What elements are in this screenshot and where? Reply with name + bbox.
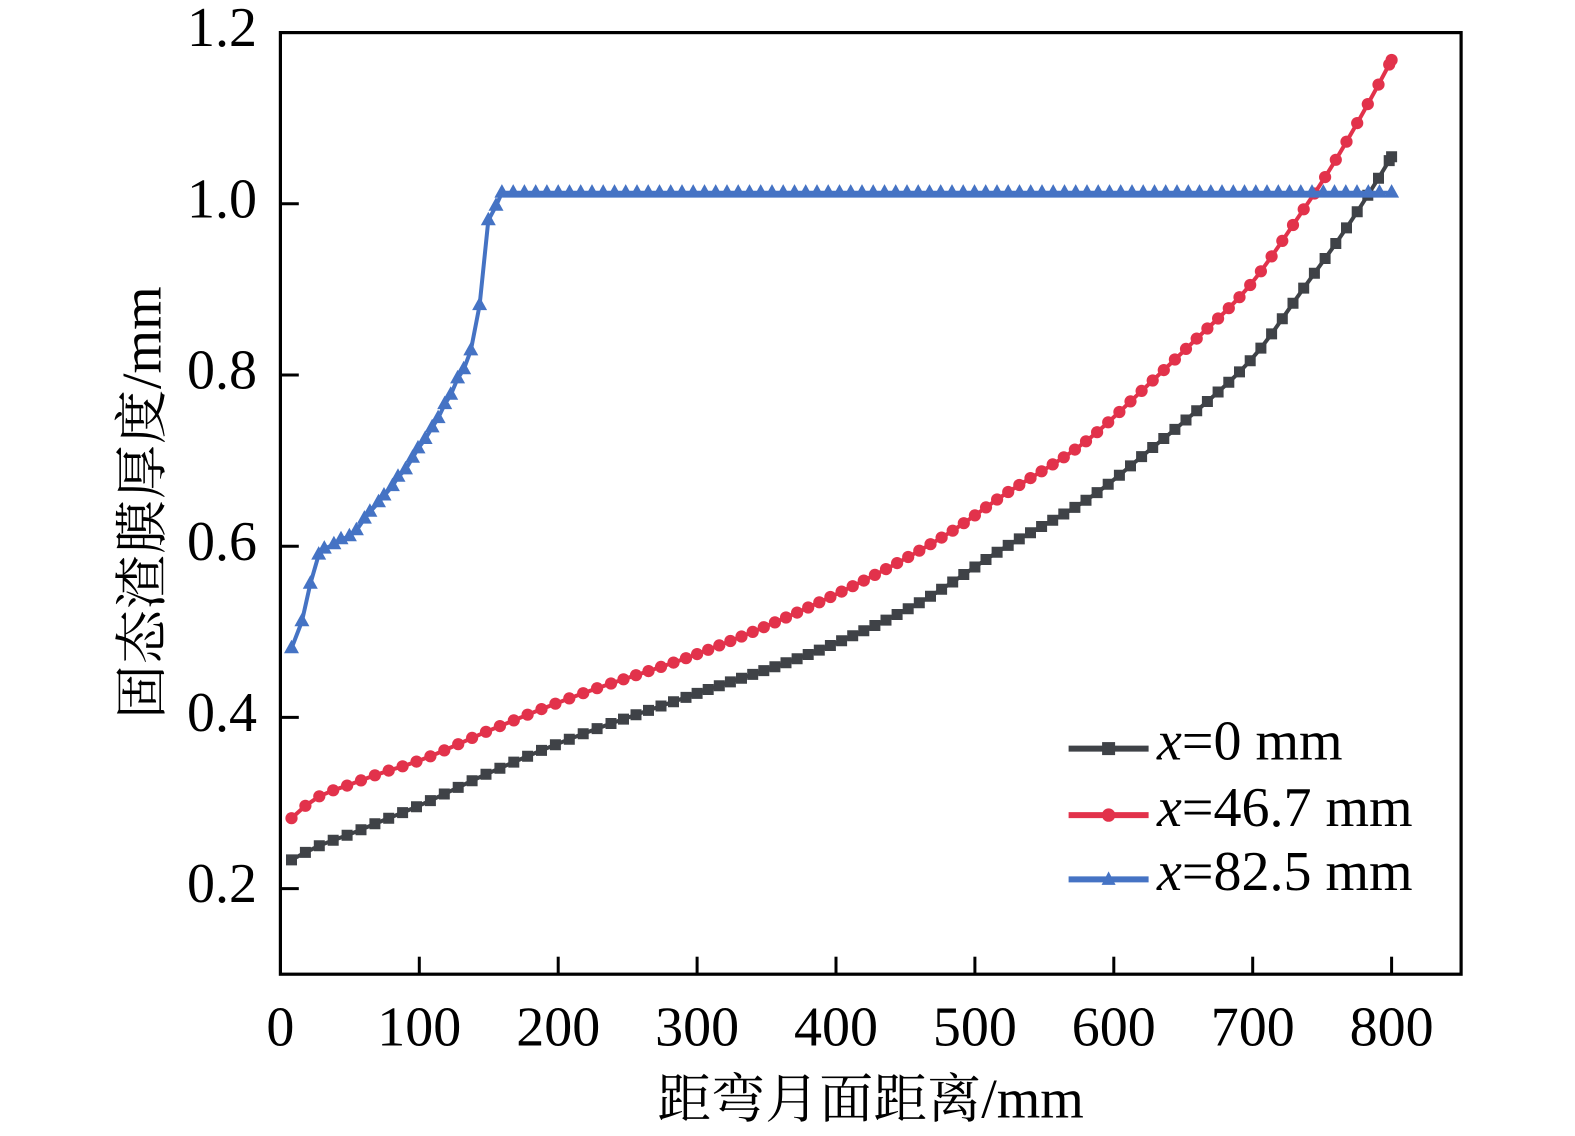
svg-text:400: 400 xyxy=(794,997,878,1059)
svg-text:/mm: /mm xyxy=(112,286,174,389)
svg-text:800: 800 xyxy=(1350,997,1434,1059)
svg-text:200: 200 xyxy=(516,997,600,1059)
svg-text:500: 500 xyxy=(933,997,1017,1059)
svg-text:0.6: 0.6 xyxy=(187,511,257,573)
svg-text:0.2: 0.2 xyxy=(187,853,257,915)
svg-text:600: 600 xyxy=(1072,997,1156,1059)
svg-text:1.0: 1.0 xyxy=(187,168,257,230)
svg-text:0.4: 0.4 xyxy=(187,682,257,744)
svg-text:700: 700 xyxy=(1211,997,1295,1059)
svg-text:0.8: 0.8 xyxy=(187,340,257,402)
svg-text:x=82.5 mm: x=82.5 mm xyxy=(1156,841,1413,903)
svg-text:0: 0 xyxy=(266,997,294,1059)
svg-text:1.2: 1.2 xyxy=(187,0,257,59)
svg-text:x=46.7 mm: x=46.7 mm xyxy=(1156,777,1413,839)
svg-text:100: 100 xyxy=(377,997,461,1059)
svg-text:x=0 mm: x=0 mm xyxy=(1156,710,1343,772)
svg-text:300: 300 xyxy=(655,997,739,1059)
svg-text:/mm: /mm xyxy=(981,1069,1084,1131)
